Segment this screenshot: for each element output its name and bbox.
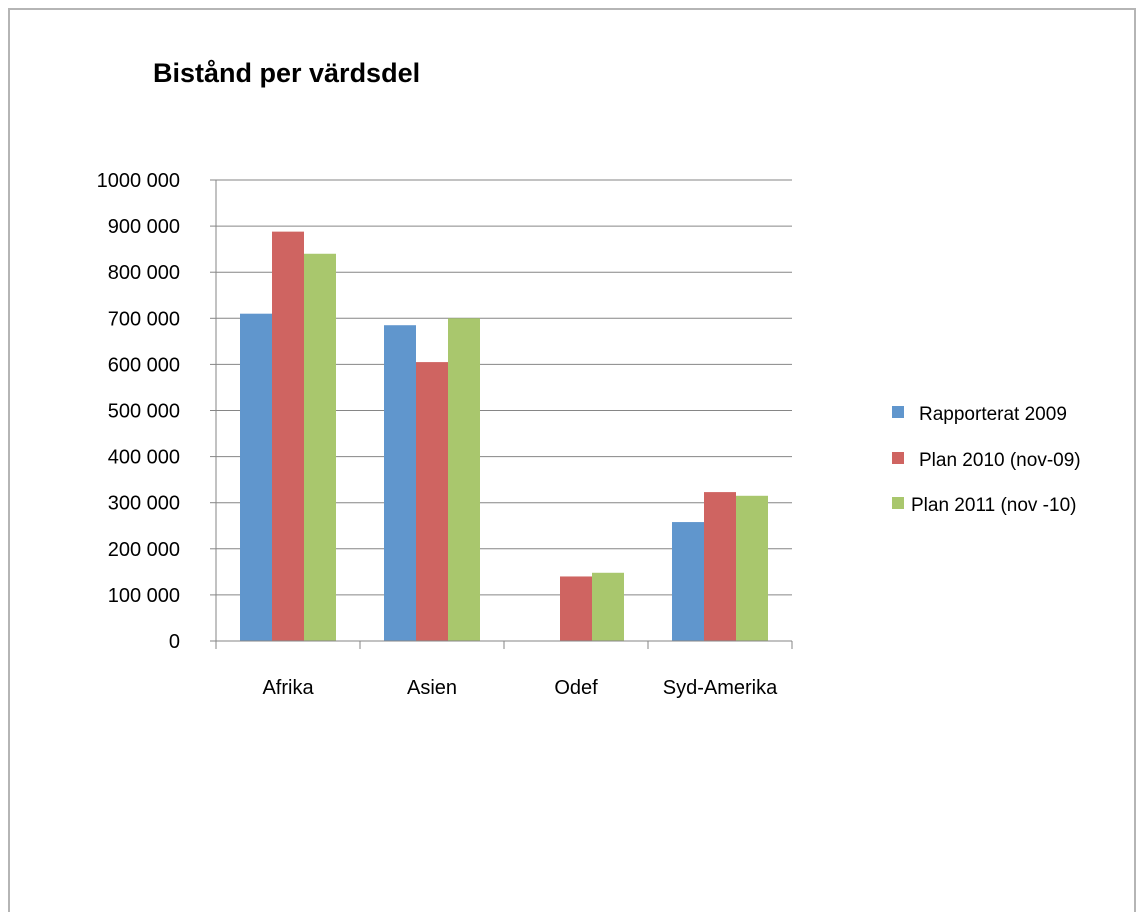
bars (240, 231, 768, 641)
y-tick-label: 500 000 (108, 401, 180, 423)
legend-label: Rapporterat 2009 (919, 404, 1067, 425)
x-tick-label: Afrika (262, 677, 314, 699)
y-tick-label: 800 000 (108, 262, 180, 284)
y-tick-label: 600 000 (108, 354, 180, 376)
legend-swatch (892, 452, 904, 464)
y-tick-label: 700 000 (108, 308, 180, 330)
legend: Rapporterat 2009 Plan 2010 (nov-09) Plan 2… (892, 404, 1081, 516)
y-tick-labels: 0 100 000 200 000 300 000 400 000 500 000 600 … (97, 170, 180, 653)
legend-label: Plan 2010 (nov-09) (919, 450, 1081, 471)
y-tick-label: 900 000 (108, 216, 180, 238)
chart-title: Bistånd per värdsdel (153, 58, 421, 88)
legend-label: Plan 2011 (nov -10) (911, 495, 1076, 516)
y-tick-label: 1000 000 (97, 170, 180, 192)
legend-swatch (892, 406, 904, 418)
legend-swatch (892, 497, 904, 509)
y-tick-label: 0 (169, 631, 180, 653)
chart-frame (8, 8, 1136, 912)
x-tick-labels: Afrika Asien Odef Syd-Amerika (262, 677, 778, 699)
bar (704, 492, 736, 641)
bar (240, 313, 272, 641)
y-tick-label: 100 000 (108, 585, 180, 607)
x-tick-label: Syd-Amerika (663, 677, 778, 699)
bar (448, 318, 480, 641)
bar (672, 522, 704, 641)
bar (560, 576, 592, 641)
bar (416, 362, 448, 641)
x-tick-label: Asien (407, 677, 457, 699)
axes (215, 180, 793, 649)
bar (304, 253, 336, 641)
x-tick-label: Odef (554, 677, 598, 699)
bar (272, 231, 304, 641)
bar (592, 572, 624, 641)
bar (384, 325, 416, 641)
bar (736, 495, 768, 641)
y-tick-label: 300 000 (108, 493, 180, 515)
y-tick-label: 200 000 (108, 539, 180, 561)
y-tick-label: 400 000 (108, 447, 180, 469)
